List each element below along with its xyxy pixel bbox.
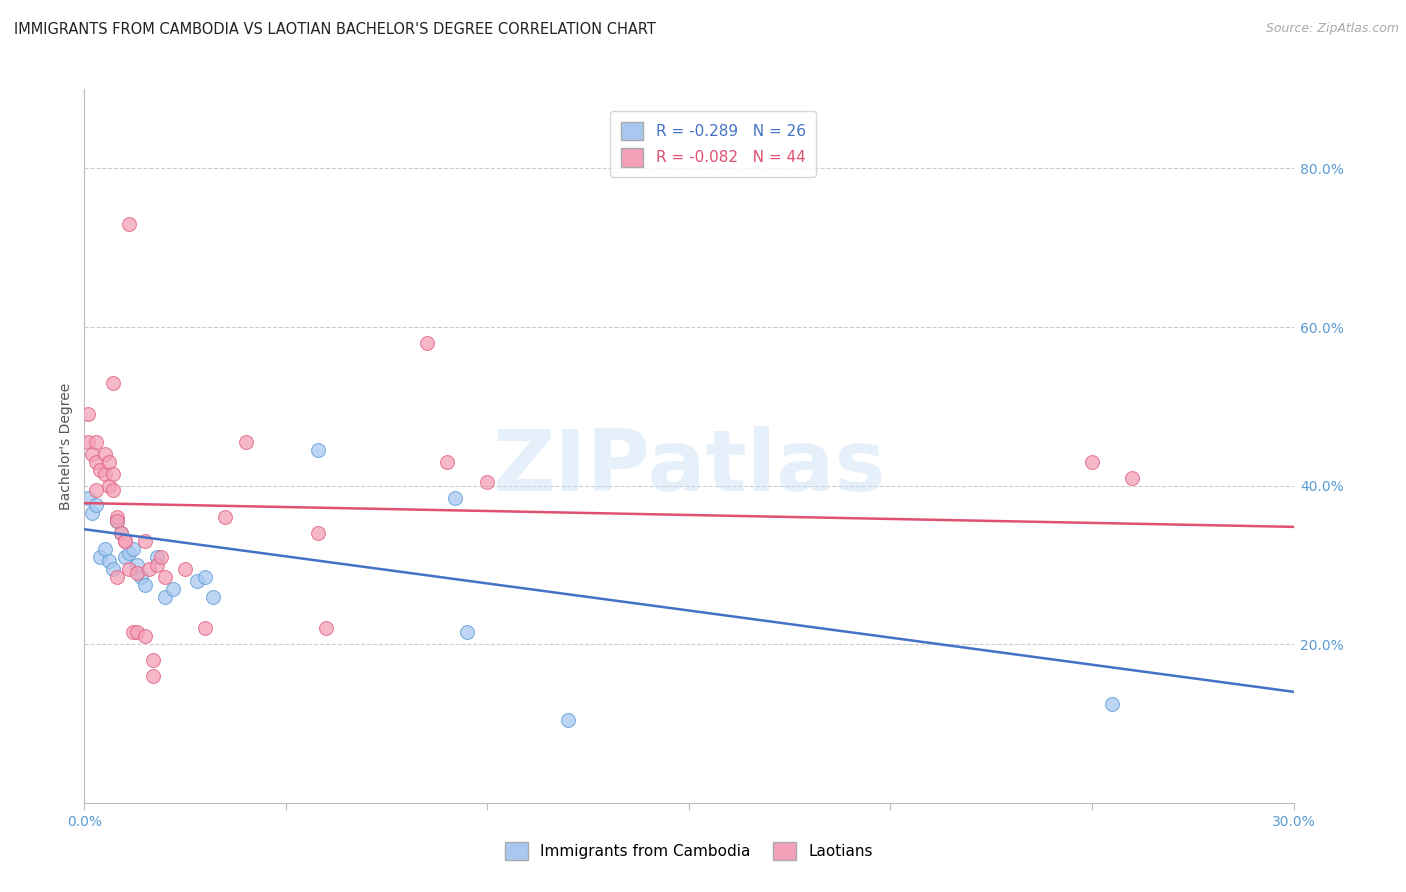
Point <box>416 335 439 350</box>
Point <box>118 546 141 560</box>
Point <box>114 549 136 564</box>
Text: Source: ZipAtlas.com: Source: ZipAtlas.com <box>1265 22 1399 36</box>
Point <box>105 570 128 584</box>
Point <box>105 514 128 528</box>
Point <box>307 526 329 541</box>
Point <box>125 625 148 640</box>
Point <box>153 590 176 604</box>
Point <box>97 455 120 469</box>
Point <box>86 455 108 469</box>
Point <box>114 534 136 549</box>
Point <box>456 625 478 640</box>
Point <box>146 558 169 572</box>
Point <box>101 467 124 481</box>
Point <box>557 713 579 727</box>
Point <box>146 549 169 564</box>
Point <box>477 475 499 489</box>
Point <box>82 447 104 461</box>
Point <box>121 542 143 557</box>
Point <box>138 562 160 576</box>
Point <box>174 562 197 576</box>
Point <box>86 483 108 497</box>
Point <box>134 629 156 643</box>
Point <box>93 467 115 481</box>
Point <box>1121 471 1143 485</box>
Point <box>153 570 176 584</box>
Point <box>1101 697 1123 711</box>
Point <box>202 590 225 604</box>
Point <box>105 514 128 528</box>
Point <box>118 562 141 576</box>
Point <box>101 562 124 576</box>
Point <box>110 526 132 541</box>
Point <box>129 570 152 584</box>
Point <box>110 526 132 541</box>
Point <box>97 478 120 492</box>
Point <box>114 534 136 549</box>
Point <box>1081 455 1104 469</box>
Point <box>77 435 100 450</box>
Point <box>162 582 184 596</box>
Legend: Immigrants from Cambodia, Laotians: Immigrants from Cambodia, Laotians <box>499 836 879 866</box>
Point <box>118 217 141 231</box>
Point <box>235 435 257 450</box>
Y-axis label: Bachelor's Degree: Bachelor's Degree <box>59 383 73 509</box>
Point <box>134 578 156 592</box>
Point <box>214 510 236 524</box>
Point <box>142 669 165 683</box>
Point <box>97 554 120 568</box>
Point <box>186 574 208 588</box>
Point <box>125 566 148 580</box>
Point <box>105 510 128 524</box>
Point <box>101 376 124 390</box>
Point <box>86 499 108 513</box>
Point <box>125 558 148 572</box>
Point <box>121 625 143 640</box>
Point <box>436 455 458 469</box>
Point <box>77 491 100 505</box>
Point <box>444 491 467 505</box>
Point <box>93 447 115 461</box>
Point <box>134 534 156 549</box>
Point <box>315 621 337 635</box>
Point <box>307 442 329 457</box>
Point <box>89 549 111 564</box>
Point <box>101 483 124 497</box>
Point <box>89 463 111 477</box>
Point <box>194 621 217 635</box>
Point <box>86 435 108 450</box>
Point <box>149 549 172 564</box>
Point <box>82 507 104 521</box>
Point <box>194 570 217 584</box>
Text: ZIPatlas: ZIPatlas <box>492 425 886 509</box>
Point <box>142 653 165 667</box>
Point <box>93 542 115 557</box>
Point <box>77 407 100 421</box>
Text: IMMIGRANTS FROM CAMBODIA VS LAOTIAN BACHELOR'S DEGREE CORRELATION CHART: IMMIGRANTS FROM CAMBODIA VS LAOTIAN BACH… <box>14 22 657 37</box>
